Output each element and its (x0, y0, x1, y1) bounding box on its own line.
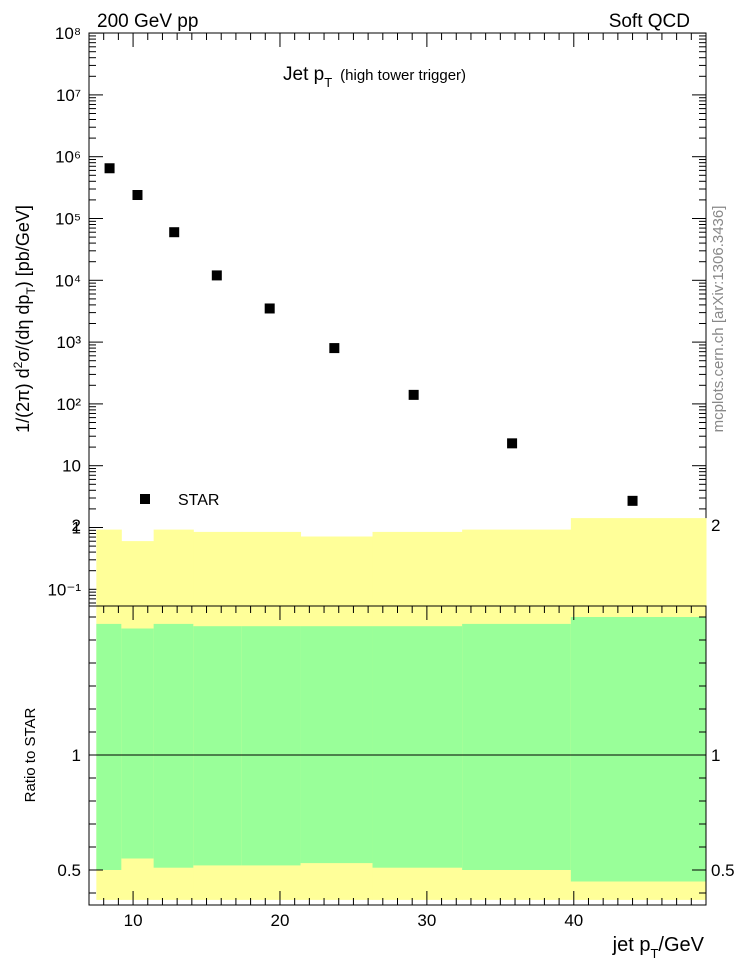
data-point (264, 303, 275, 314)
inner-band (462, 623, 572, 870)
ratio-bands (96, 518, 707, 900)
data-point (507, 438, 518, 449)
y-tick-label: 10⁷ (56, 86, 81, 105)
ratio-y-tick-label-right: 2 (711, 516, 720, 535)
inner-band (96, 623, 122, 870)
inner-band (372, 626, 463, 868)
ratio-panel: 0.5 0.51 12 210 20 30 40 Ratio to STAR jet pT/… (22, 516, 735, 961)
y-tick-label: 10² (56, 395, 81, 414)
inner-band (121, 628, 155, 859)
x-tick-label: 40 (564, 911, 583, 930)
header-right: Soft QCD (609, 11, 690, 32)
data-point (132, 190, 143, 201)
main-y-axis-ticks: 10⁻¹ 1 10 10² 10³ 10⁴ 10⁵ 10⁶ 10⁷ 10⁸ (47, 24, 706, 606)
ratio-y-tick-label: 0.5 (57, 861, 81, 880)
y-tick-label: 10⁵ (55, 210, 81, 229)
ratio-plot-frame (88, 605, 707, 906)
data-point (169, 227, 180, 238)
inner-band (241, 626, 302, 866)
header-left: 200 GeV pp (97, 11, 198, 32)
legend-marker (140, 494, 150, 504)
y-tick-label: 10⁶ (55, 148, 81, 167)
ratio-y-tick-label-right: 1 (711, 746, 720, 765)
inner-band (570, 617, 707, 882)
main-y-axis-label: 1/(2π) d2σ/(dη dpT) [pb/GeV] (11, 205, 38, 433)
inner-band (193, 626, 243, 866)
inner-band (153, 623, 194, 868)
y-tick-label: 10³ (56, 333, 81, 352)
data-point (627, 495, 638, 506)
y-tick-label: 1 (72, 519, 81, 538)
data-point (408, 389, 419, 400)
plot-title: Jet pT (high tower trigger) (283, 64, 466, 90)
data-point (211, 270, 222, 281)
x-axis-label: jet pT/GeV (612, 934, 705, 961)
x-tick-label: 10 (124, 911, 143, 930)
inner-band (300, 626, 374, 864)
ratio-y-tick-label: 2 (72, 516, 81, 535)
data-point (329, 343, 340, 354)
y-tick-label: 10 (62, 457, 81, 476)
data-point (104, 163, 115, 174)
data-markers (104, 163, 638, 506)
ratio-y-axis-label: Ratio to STAR (22, 707, 39, 802)
ratio-y-tick-label: 1 (72, 746, 81, 765)
ratio-y-tick-label-right: 0.5 (711, 861, 735, 880)
y-tick-label: 10⁸ (55, 24, 81, 43)
x-tick-label: 30 (417, 911, 436, 930)
watermark-text: mcplots.cern.ch [arXiv:1306.3436] (710, 206, 727, 433)
y-tick-label: 10⁴ (55, 271, 81, 290)
y-tick-label: 10⁻¹ (47, 580, 81, 599)
x-tick-label: 20 (271, 911, 290, 930)
ratio-axis-ticks: 0.5 0.51 12 210 20 30 40 (57, 516, 734, 930)
legend-label: STAR (178, 492, 219, 509)
